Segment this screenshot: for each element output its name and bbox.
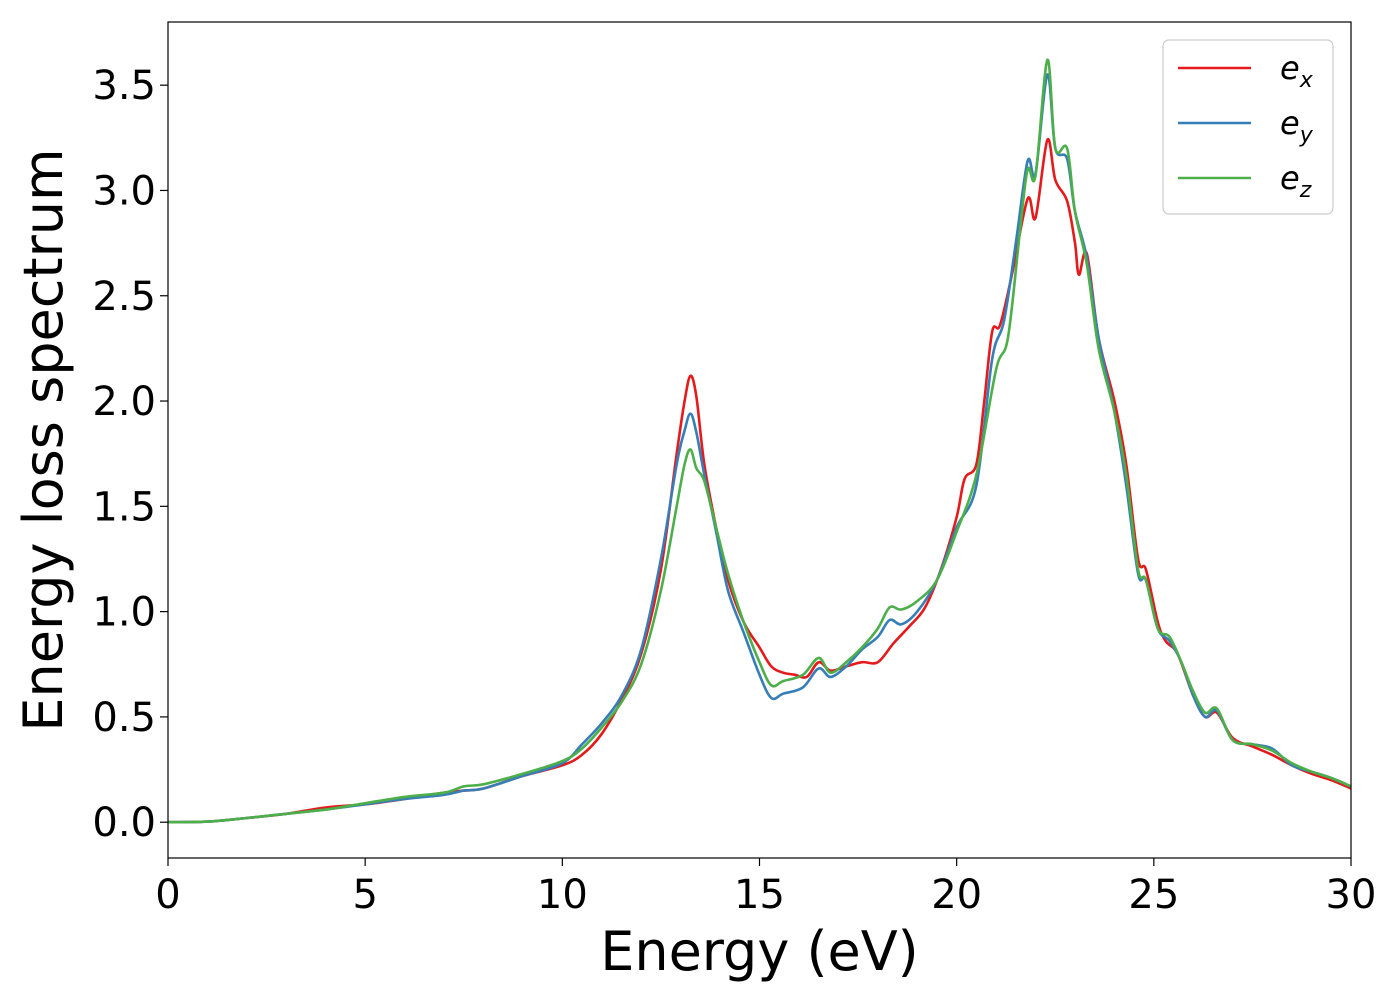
x-tick-label: 0 <box>155 872 180 918</box>
y-tick-label: 0.0 <box>92 800 156 846</box>
y-tick-label: 1.0 <box>92 590 156 636</box>
x-tick-label: 15 <box>734 872 785 918</box>
y-tick-label: 2.0 <box>92 379 156 425</box>
y-tick-label: 0.5 <box>92 695 156 741</box>
x-axis: 0 5 10 15 20 25 30 <box>155 858 1376 918</box>
y-tick-label: 1.5 <box>92 484 156 530</box>
x-tick-label: 25 <box>1128 872 1179 918</box>
y-tick-label: 3.5 <box>92 63 156 109</box>
x-tick-label: 30 <box>1326 872 1377 918</box>
x-tick-label: 10 <box>537 872 588 918</box>
y-axis: 0.0 0.5 1.0 1.5 2.0 2.5 3.0 3.5 <box>92 63 168 846</box>
y-axis-title: Energy loss spectrum <box>12 148 75 731</box>
series-line-ez <box>167 58 1352 824</box>
x-tick-label: 5 <box>352 872 377 918</box>
legend-box <box>1162 39 1334 215</box>
y-tick-label: 2.5 <box>92 274 156 320</box>
y-tick-label: 3.0 <box>92 168 156 214</box>
series-line-ex <box>167 138 1352 824</box>
x-tick-label: 20 <box>931 872 982 918</box>
x-axis-title: Energy (eV) <box>600 920 919 983</box>
plot-lines <box>167 58 1352 824</box>
